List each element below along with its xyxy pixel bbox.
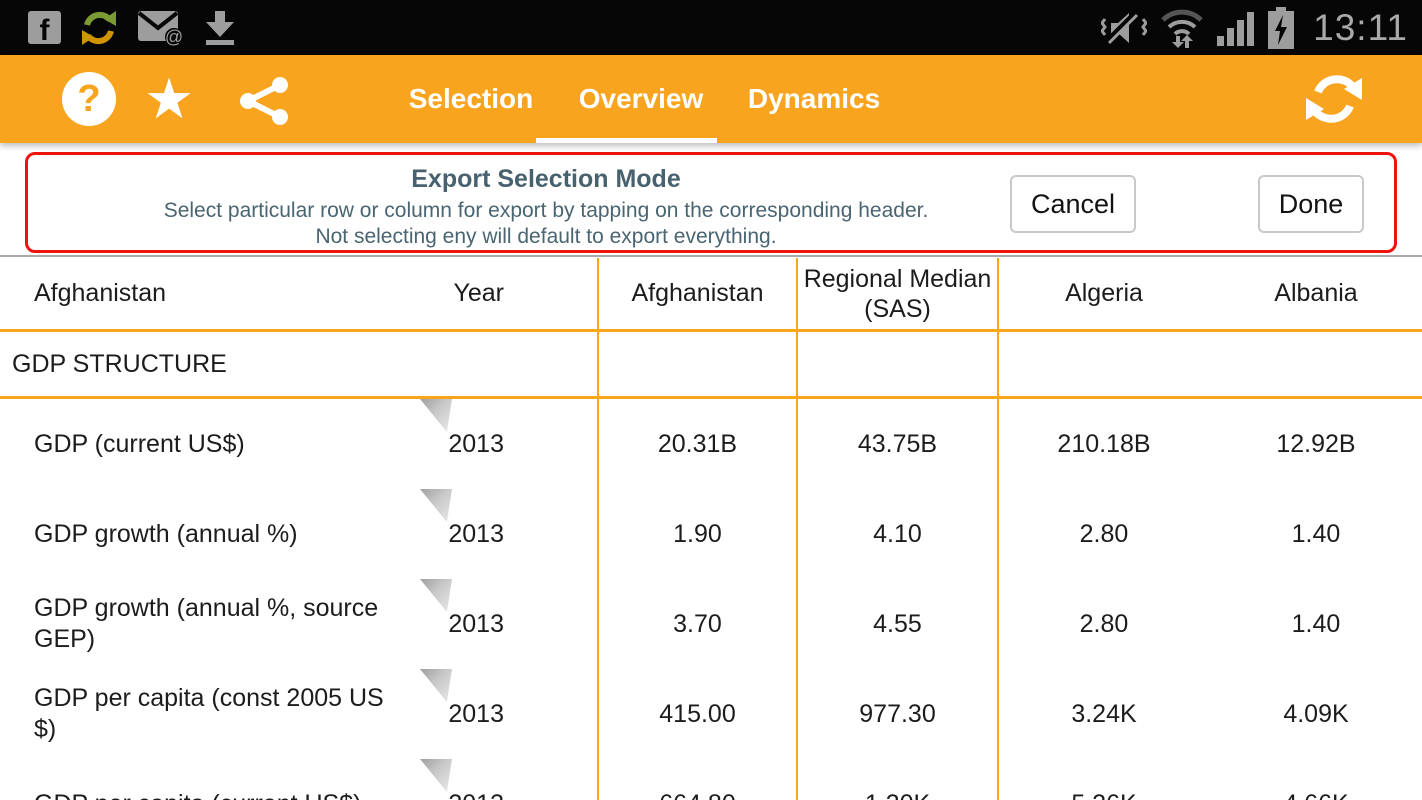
table-row: GDP (current US$) 2013 20.31B 43.75B 210… — [0, 399, 1422, 489]
grid-vline — [796, 258, 798, 800]
tab-dynamics[interactable]: Dynamics — [747, 83, 881, 114]
value-cell: 3.70 — [673, 609, 722, 638]
vibrate-silent-icon — [1101, 10, 1148, 44]
value-cell: 1.20K — [797, 789, 998, 800]
value-cell: 977.30 — [859, 700, 936, 728]
column-header-regional-median[interactable]: Regional Median (SAS) — [803, 264, 992, 323]
value-cell: 12.92B — [1276, 429, 1356, 458]
download-icon — [206, 10, 234, 45]
year-cell: 2013 — [448, 609, 504, 638]
column-header-albania[interactable]: Albania — [1274, 279, 1358, 307]
value-cell: 4.55 — [873, 610, 922, 638]
table-row: GDP per capita (const 2005 US $) 2013 41… — [0, 669, 1422, 759]
column-header-afghanistan[interactable]: Afghanistan — [631, 279, 764, 307]
sync-icon — [82, 10, 116, 45]
value-cell: 5.26K — [998, 790, 1210, 800]
year-column-header[interactable]: Year — [453, 279, 504, 307]
action-bar: ? ★ Selection Overview Dynamics — [0, 55, 1422, 143]
value-cell: 1.40 — [1291, 519, 1341, 548]
tab-overview[interactable]: Overview — [578, 83, 704, 114]
svg-text:@: @ — [165, 27, 183, 47]
done-button[interactable]: Done — [1258, 175, 1364, 233]
value-cell: 1.40 — [1291, 609, 1341, 638]
grid-vline — [597, 258, 599, 800]
value-cell: 4.10 — [873, 520, 922, 548]
export-panel-description-1: Select particular row or column for expo… — [163, 199, 929, 222]
active-tab-indicator — [536, 138, 717, 143]
table-row: GDP per capita (current US$) 2013 664.80… — [0, 759, 1422, 800]
year-cell: 2013 — [448, 519, 504, 548]
value-cell: 1.90 — [673, 519, 722, 548]
status-bar: f @ — [0, 0, 1422, 55]
column-header-algeria[interactable]: Algeria — [1065, 279, 1143, 307]
value-cell: 664.80 — [598, 790, 797, 800]
export-panel-title: Export Selection Mode — [411, 165, 681, 193]
favorite-star-icon[interactable]: ★ — [144, 67, 195, 130]
signal-bars-icon — [1217, 11, 1255, 46]
row-label[interactable]: GDP per capita (current US$) — [34, 789, 410, 800]
share-icon[interactable] — [238, 77, 290, 125]
value-cell: 43.75B — [857, 430, 938, 458]
grid-vline — [997, 258, 999, 800]
row-header-title[interactable]: Afghanistan — [34, 279, 167, 307]
value-cell: 2.80 — [1079, 519, 1129, 548]
row-label[interactable]: GDP (current US$) — [34, 429, 245, 458]
value-cell: 415.00 — [659, 699, 736, 728]
value-cell: 20.31B — [657, 429, 738, 458]
table-header-row: Afghanistan Year Afghanistan Regional Me… — [0, 258, 1422, 332]
battery-charging-icon — [1268, 6, 1295, 49]
data-table: Afghanistan Year Afghanistan Regional Me… — [0, 258, 1422, 800]
cancel-button[interactable]: Cancel — [1010, 175, 1136, 233]
export-selection-panel: Export Selection Mode Select particular … — [25, 152, 1397, 253]
section-title[interactable]: GDP STRUCTURE — [12, 349, 227, 378]
table-section-row: GDP STRUCTURE — [0, 332, 1422, 399]
value-cell: 4.09K — [1283, 699, 1349, 728]
status-time: 13:11 — [1313, 6, 1408, 48]
value-cell: 4.66K — [1210, 790, 1422, 800]
refresh-icon[interactable] — [1304, 70, 1364, 128]
value-cell: 2.80 — [1079, 609, 1129, 638]
export-panel-description-2: Not selecting eny will default to export… — [315, 225, 777, 248]
tab-selection[interactable]: Selection — [408, 83, 534, 114]
panel-separator — [0, 255, 1422, 257]
help-icon[interactable]: ? — [62, 72, 116, 126]
row-label[interactable]: GDP per capita (const 2005 US $) — [34, 684, 384, 743]
year-cell: 2013 — [410, 790, 551, 800]
table-row: GDP growth (annual %) 2013 1.90 4.10 2.8… — [0, 489, 1422, 579]
year-cell: 2013 — [448, 699, 504, 728]
year-cell: 2013 — [448, 429, 504, 458]
value-cell: 210.18B — [1057, 429, 1151, 458]
table-row: GDP growth (annual %, source GEP) 2013 3… — [0, 579, 1422, 669]
wifi-arrows-icon — [1161, 9, 1203, 48]
email-icon: @ — [137, 10, 183, 47]
value-cell: 3.24K — [1071, 699, 1137, 728]
facebook-icon: f — [28, 11, 61, 46]
row-label[interactable]: GDP growth (annual %) — [34, 519, 298, 548]
row-label[interactable]: GDP growth (annual %, source GEP) — [34, 594, 379, 653]
